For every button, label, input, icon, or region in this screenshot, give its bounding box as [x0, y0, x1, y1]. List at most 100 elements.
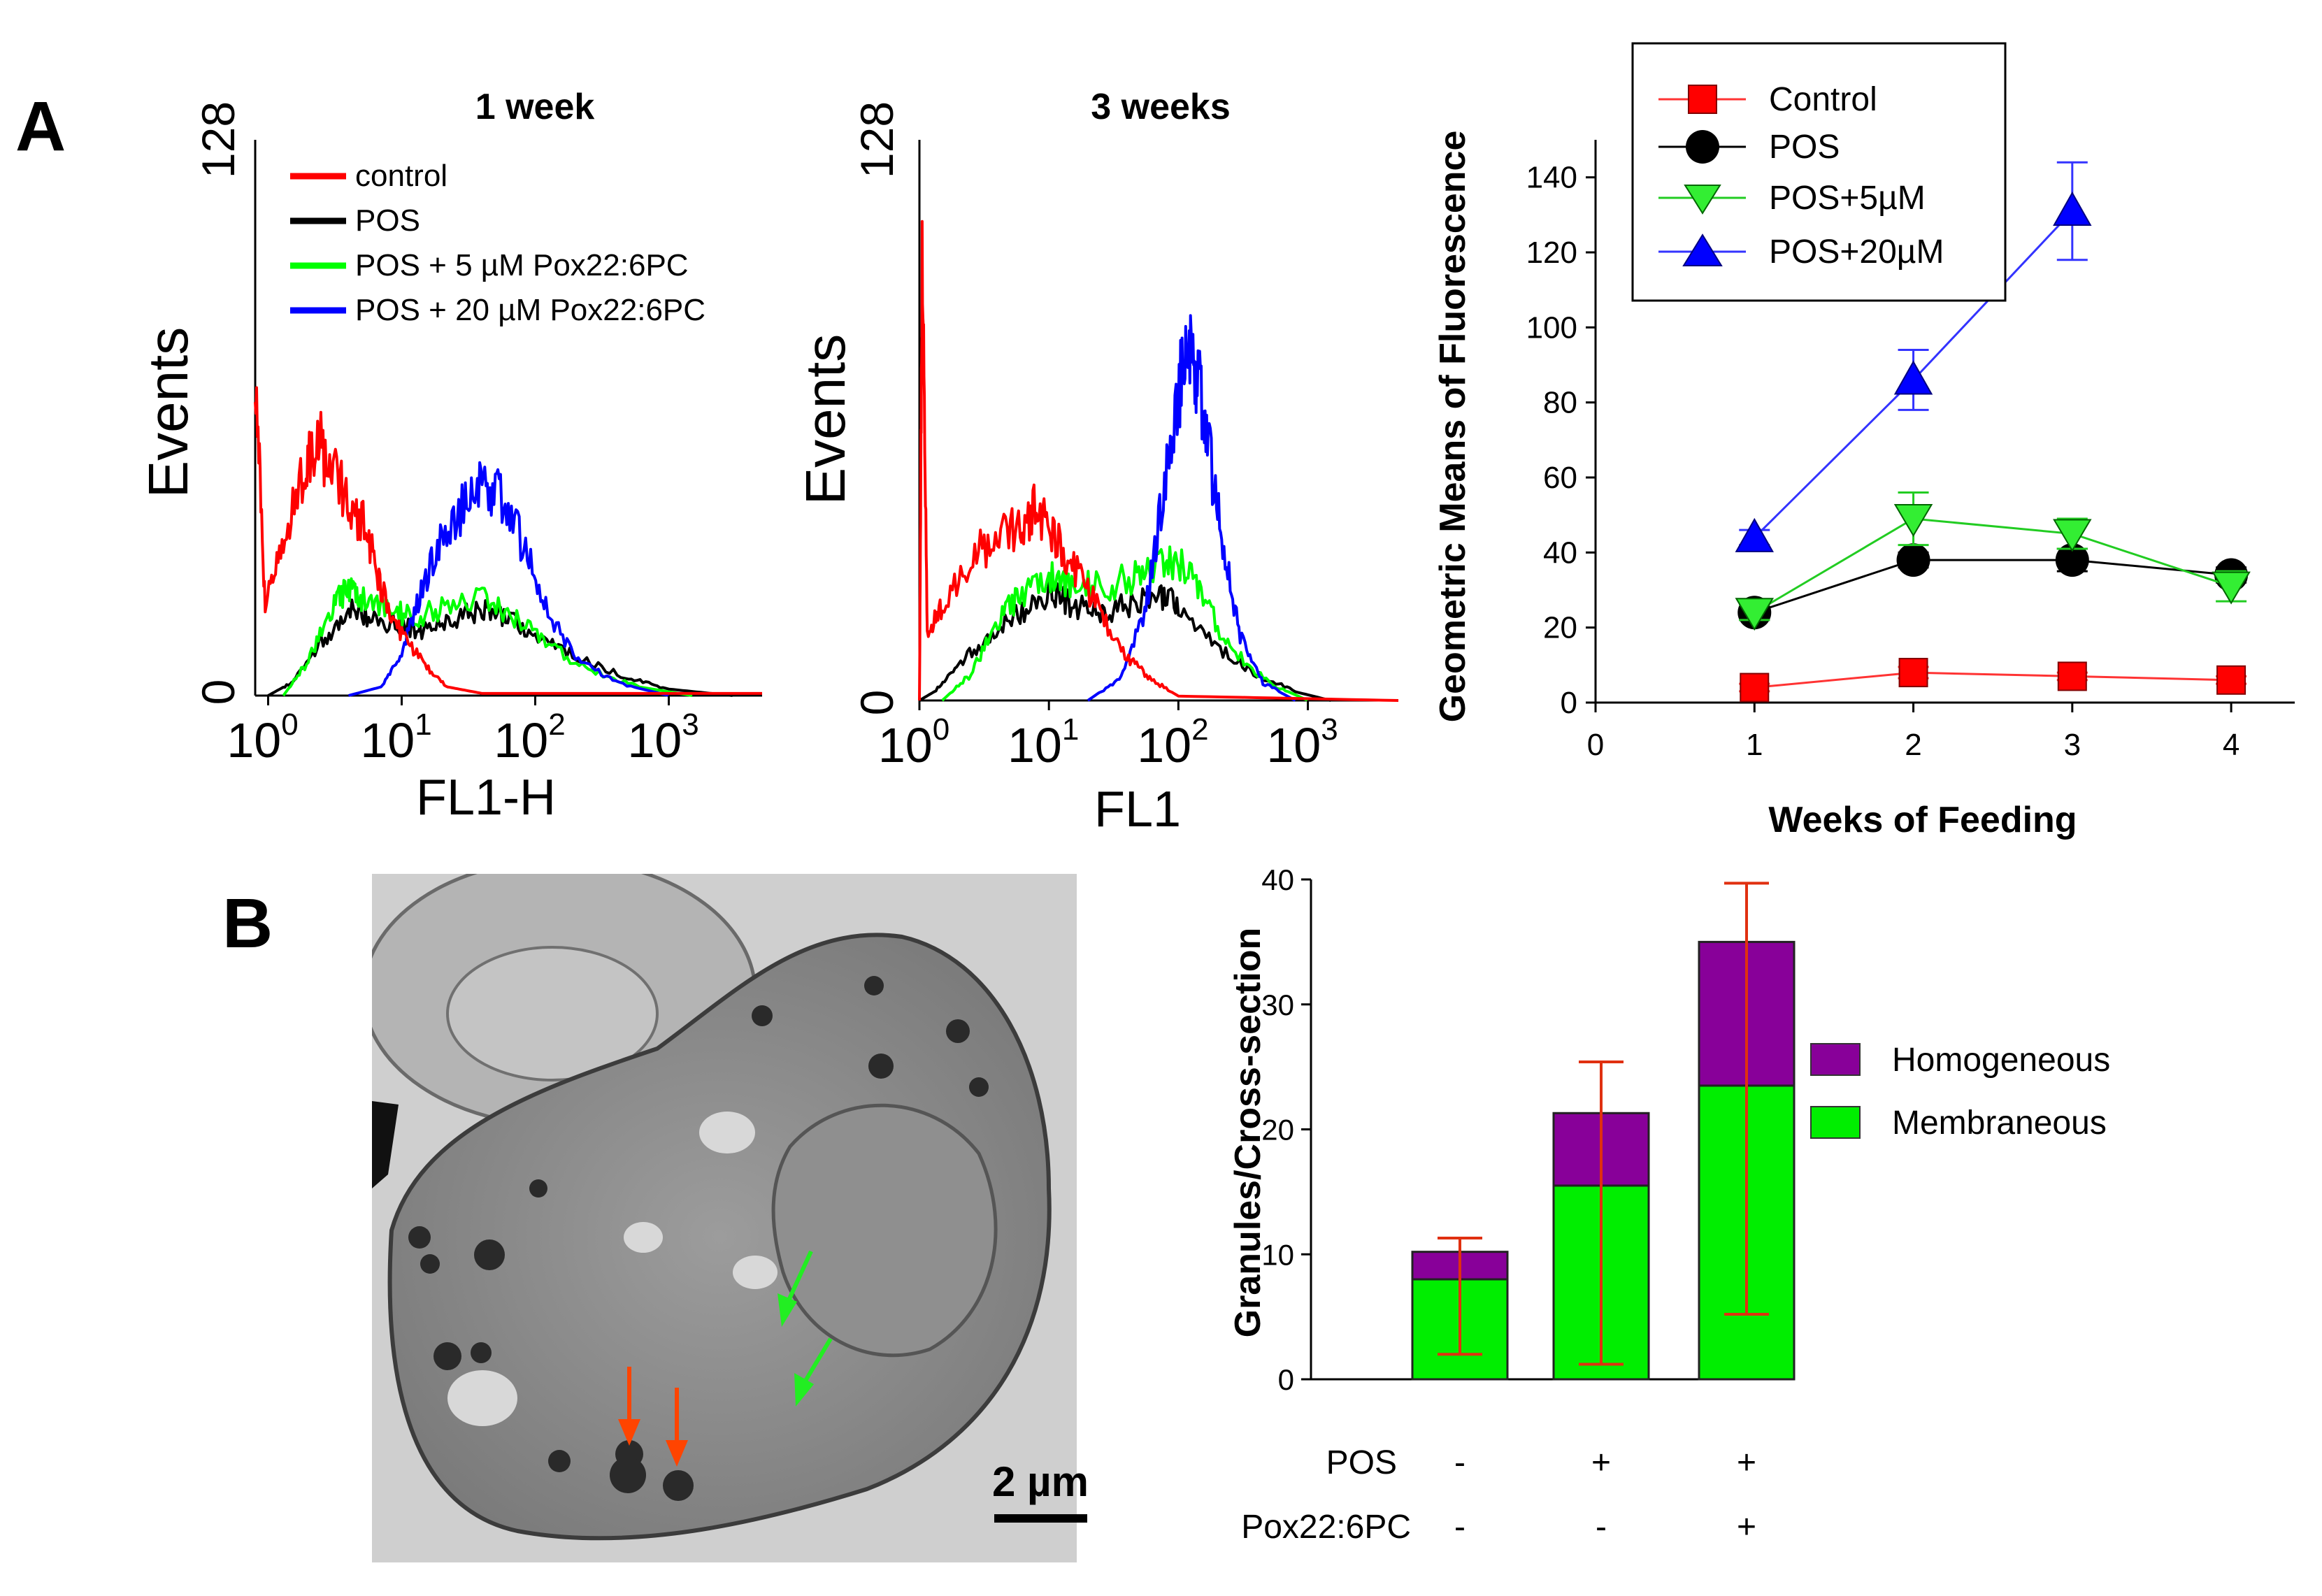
green-arrow-shaft — [803, 1337, 833, 1382]
em-granules — [408, 976, 989, 1501]
line-legend-marker-pos — [1686, 130, 1719, 164]
hist1-legend-pos: POS — [355, 203, 420, 238]
em-nucleus — [771, 1103, 998, 1358]
line-legend: Control POS POS+5µM POS+20µM — [1631, 42, 2007, 302]
em-granule — [610, 1457, 646, 1493]
bar-ytick-label: 20 — [1261, 1114, 1294, 1146]
hist-series-pos-5-m-pox22-6pc — [282, 577, 693, 697]
bar-ytick-label: 40 — [1261, 863, 1294, 896]
em-granule — [868, 1054, 894, 1079]
line-ytick-label: 140 — [1526, 161, 1577, 195]
bar-legend-swatch-membraneous — [1810, 1106, 1861, 1139]
hist-series-control — [918, 220, 1399, 702]
red-arrow-head — [618, 1419, 640, 1446]
hist1-legend-pos5: POS + 5 µM Pox22:6PC — [355, 248, 689, 282]
panel-a-label: A — [15, 87, 66, 166]
em-granule — [529, 1179, 547, 1198]
hist1-legend-pos20: POS + 20 µM Pox22:6PC — [355, 293, 705, 327]
line-point-pos — [2055, 543, 2089, 577]
em-vacuole — [624, 1222, 663, 1253]
hist-series-control — [254, 386, 762, 695]
bar-ylabel: Granules/Cross-section — [1228, 928, 1268, 1338]
hist1-xticks: 100 101 102 103 — [227, 696, 699, 768]
histogram-3weeks: 3 weeks Events 128 0 100 101 102 103 FL1 — [794, 87, 1399, 837]
line-series-control — [1754, 671, 2232, 689]
hist-xtick-label: 101 — [360, 707, 431, 768]
em-vacuole — [733, 1256, 777, 1289]
line-legend-pos: POS — [1769, 129, 1840, 166]
em-black-wedge — [372, 1101, 399, 1188]
line-point-pos — [1896, 543, 1930, 577]
em-granule — [864, 976, 884, 995]
line-ylabel: Geometric Means of Fluorescence — [1433, 131, 1473, 723]
bar-ytick-label: 30 — [1261, 988, 1294, 1021]
hist1-title: 1 week — [475, 87, 595, 127]
em-nucleus-upper — [446, 946, 659, 1081]
scale-bar — [994, 1514, 1087, 1523]
em-micrograph: 2 µm — [372, 874, 1089, 1562]
em-granule — [663, 1470, 694, 1501]
line-xtick-label: 1 — [1746, 728, 1763, 762]
line-xlabel: Weeks of Feeding — [1768, 800, 2077, 840]
hist1-ytick-128: 128 — [192, 101, 244, 178]
em-granule — [433, 1342, 461, 1370]
bar-condition-pox: - — [1596, 1509, 1607, 1546]
em-arrows — [618, 1250, 833, 1467]
bar-condition-pox: + — [1737, 1509, 1756, 1546]
em-vacuoles — [447, 1112, 777, 1426]
line-point-control — [2057, 661, 2087, 691]
hist-xtick-label: 103 — [1266, 712, 1338, 772]
line-xtick-label: 2 — [1905, 728, 1921, 762]
line-ytick-label: 40 — [1543, 535, 1577, 570]
em-granule — [548, 1450, 571, 1472]
hist1-legend: control POS POS + 5 µM Pox22:6PC POS + 2… — [290, 159, 705, 327]
hist2-xlabel: FL1 — [1094, 782, 1181, 837]
em-granule — [752, 1005, 773, 1026]
bar-legend-homogeneous: Homogeneous — [1892, 1042, 2110, 1079]
bar-row-label-pos: POS — [1326, 1444, 1397, 1481]
line-point-pos-20-m — [2053, 191, 2092, 226]
bar-legend-swatch-homogeneous — [1810, 1043, 1861, 1076]
hist1-ytick-0: 0 — [192, 680, 244, 705]
em-granule — [420, 1254, 440, 1274]
hist-xtick-label: 102 — [494, 707, 565, 768]
em-granule — [474, 1239, 505, 1270]
line-xtick-label: 4 — [2223, 728, 2239, 762]
panel-b-label: B — [222, 884, 273, 963]
hist1-xlabel: FL1-H — [416, 770, 556, 826]
hist2-axes — [918, 140, 1398, 702]
hist-series-pos-20-m-pox22-6pc — [1087, 314, 1296, 702]
em-vacuole — [447, 1370, 517, 1426]
bar-legend-membraneous: Membraneous — [1892, 1105, 2107, 1142]
hist-xtick-label: 103 — [627, 707, 698, 768]
hist2-series — [918, 220, 1399, 702]
line-point-pos-5-m — [2053, 519, 2092, 552]
hist-xtick-label: 101 — [1008, 712, 1079, 772]
line-point-control — [1898, 658, 1928, 688]
green-arrow-head — [777, 1293, 797, 1327]
scale-bar-label: 2 µm — [992, 1458, 1089, 1505]
bar-condition-pos: + — [1591, 1444, 1611, 1481]
line-axes: 0 20 40 60 80 100 120 140 0 1 2 3 4 — [1526, 140, 2295, 762]
green-arrow-shaft — [787, 1250, 813, 1302]
line-ytick-label: 60 — [1543, 461, 1577, 495]
line-series — [1735, 161, 2251, 703]
hist-xtick-label: 100 — [227, 707, 298, 768]
line-ytick-label: 0 — [1561, 686, 1577, 720]
red-arrow-head — [666, 1440, 688, 1467]
em-granule — [471, 1342, 492, 1363]
line-legend-marker-control — [1688, 85, 1717, 114]
line-xtick-label: 3 — [2064, 728, 2081, 762]
line-point-pos-5-m — [1893, 504, 1933, 537]
hist2-xticks: 100 101 102 103 — [878, 700, 1338, 772]
hist1-series — [254, 386, 762, 697]
hist1-axes — [254, 140, 762, 697]
line-point-control — [1740, 673, 1770, 703]
hist2-ytick-128: 128 — [851, 101, 903, 178]
hist2-ylabel: Events — [794, 334, 857, 505]
line-legend-marker-pos5 — [1684, 185, 1721, 215]
line-ytick-label: 120 — [1526, 236, 1577, 270]
line-point-pos-20-m — [1893, 360, 1933, 395]
hist-series-pos — [918, 577, 1331, 702]
em-cell-body — [387, 933, 1052, 1541]
